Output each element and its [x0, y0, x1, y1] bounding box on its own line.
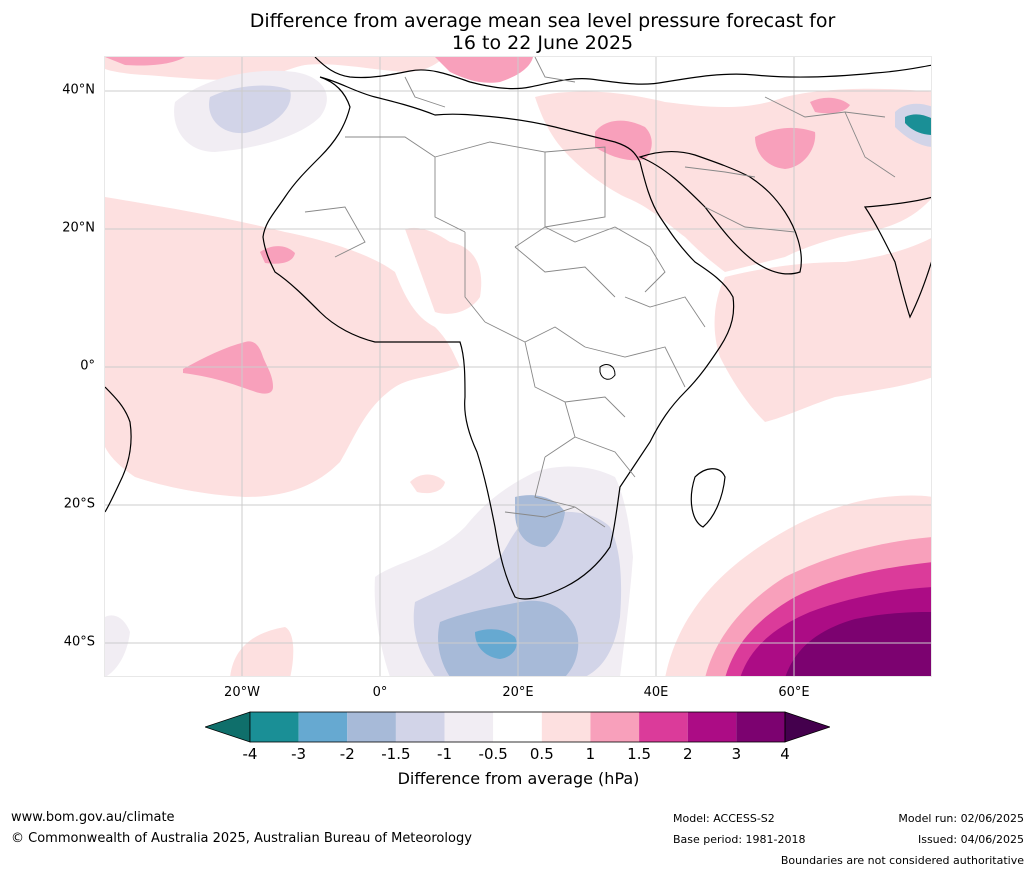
title-line-1: Difference from average mean sea level p… — [249, 10, 836, 32]
map-canvas — [105, 57, 931, 676]
colorbar-tick-label: -1.5 — [381, 745, 411, 763]
colorbar-tick-label: -2 — [339, 745, 355, 763]
lon-label-20w: 20°W — [224, 685, 260, 700]
coastline-africa — [262, 76, 735, 600]
anomaly-region-med-pink — [435, 57, 533, 83]
lat-label-20s: 20°S — [63, 496, 95, 512]
colorbar-tick-label: 0.5 — [529, 745, 554, 763]
lon-label-0: 0° — [372, 685, 388, 700]
anomaly-region-safrica-blue3 — [515, 495, 565, 547]
anomaly-region-atlantic-blue — [209, 85, 291, 134]
colorbar-tick-label: 1.5 — [627, 745, 652, 763]
anomaly-region-sw-lavender — [105, 615, 130, 676]
colorbar — [205, 711, 830, 743]
lat-label-40n: 40°N — [62, 82, 95, 98]
footer-copyright: © Commonwealth of Australia 2025, Austra… — [11, 831, 472, 846]
anomaly-region-atlantic-pink — [105, 197, 460, 497]
colorbar-segment — [736, 712, 785, 742]
anomaly-region-mideast-pink4 — [810, 97, 850, 114]
colorbar-segment — [250, 712, 299, 742]
footer-website: www.bom.gov.au/climate — [11, 810, 175, 825]
footer-model-run: Model run: 02/06/2025 — [898, 812, 1024, 825]
colorbar-segment — [590, 712, 640, 742]
colorbar-extend-high — [784, 711, 830, 743]
colorbar-tick-label: -1 — [437, 745, 453, 763]
country-borders — [304, 57, 896, 528]
graticule — [105, 57, 931, 676]
footer-base-period: Base period: 1981-2018 — [673, 833, 806, 846]
lon-label-20e: 20°E — [502, 685, 534, 700]
coastline-india — [863, 196, 931, 319]
colorbar-label: Difference from average (hPa) — [397, 769, 640, 788]
anomaly-region-indian-pink — [714, 238, 931, 422]
coastlines — [105, 57, 931, 600]
anomaly-region-s-pink — [410, 474, 445, 494]
footer-issued: Issued: 04/06/2025 — [917, 833, 1024, 846]
colorbar-segment — [639, 712, 688, 742]
colorbar-tick-label: 3 — [731, 745, 742, 763]
lat-label-20n: 20°N — [62, 220, 95, 236]
colorbar-tick-label: 1 — [585, 745, 596, 763]
coastline-south-america — [105, 386, 132, 513]
colorbar-tick-label: -4 — [242, 745, 258, 763]
lon-label-40e: 40E — [643, 685, 669, 700]
colorbar-tick-label: -0.5 — [478, 745, 508, 763]
colorbar-segment — [493, 712, 542, 742]
footer-model: Model: ACCESS-S2 — [673, 812, 775, 825]
anomaly-region-north-pink — [105, 57, 445, 80]
colorbar-segment — [395, 712, 445, 742]
colorbar-segment — [444, 712, 494, 742]
lat-label-40s: 40°S — [63, 634, 95, 650]
colorbar-segment — [347, 712, 396, 742]
colorbar-outline — [249, 711, 786, 743]
map-title: Difference from average mean sea level p… — [0, 10, 1035, 54]
colorbar-segment — [298, 712, 348, 742]
coastline-europe — [314, 57, 931, 90]
colorbar-extend-low — [205, 711, 251, 743]
anomaly-region-north-pink2 — [105, 57, 185, 66]
colorbar-segment — [687, 712, 737, 742]
anomaly-region-se-deep — [785, 612, 931, 676]
anomaly-fills — [105, 57, 931, 676]
anomaly-region-mideast-pink3 — [755, 127, 816, 169]
colorbar-tick-label: 4 — [780, 745, 790, 763]
lon-label-60e: 60°E — [778, 685, 810, 700]
title-line-2: 16 to 22 June 2025 — [451, 32, 634, 54]
footer-disclaimer: Boundaries are not considered authoritat… — [780, 854, 1024, 867]
anomaly-region-sw-pink — [230, 627, 294, 676]
lakes — [599, 364, 616, 380]
pressure-anomaly-map — [104, 56, 932, 677]
anomaly-region-himalaya2 — [905, 114, 931, 135]
anomaly-region-cape-teal — [475, 629, 517, 659]
anomaly-region-mideast-pink — [535, 88, 931, 272]
colorbar-tick-label: -3 — [291, 745, 307, 763]
lat-label-0: 0° — [80, 358, 95, 374]
colorbar-tick-label: 2 — [682, 745, 693, 763]
anomaly-region-atlantic-pink2 — [405, 227, 482, 314]
coastline-madagascar — [690, 468, 726, 528]
colorbar-segment — [541, 712, 591, 742]
anomaly-region-mideast-pink2 — [595, 120, 652, 161]
